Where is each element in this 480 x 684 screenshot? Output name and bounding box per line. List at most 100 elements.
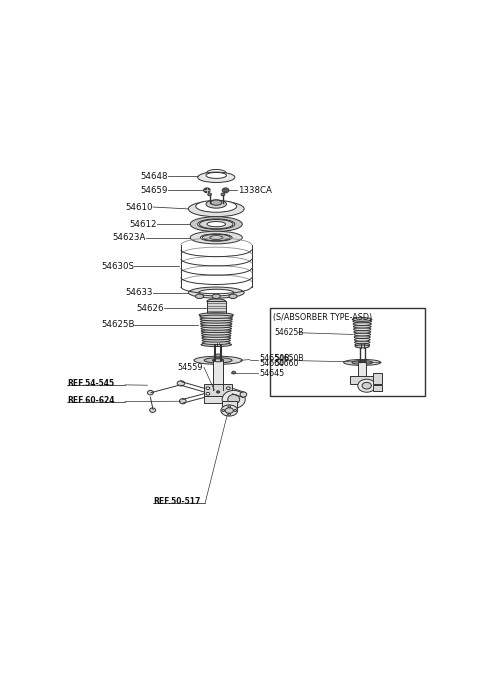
Ellipse shape — [240, 392, 247, 397]
Ellipse shape — [199, 289, 234, 296]
Ellipse shape — [200, 220, 233, 228]
Ellipse shape — [211, 200, 222, 205]
Ellipse shape — [205, 189, 209, 192]
Ellipse shape — [203, 341, 230, 345]
Ellipse shape — [216, 391, 219, 393]
Ellipse shape — [355, 341, 370, 344]
Text: REF.50-517: REF.50-517 — [153, 497, 200, 506]
Ellipse shape — [195, 294, 204, 298]
Ellipse shape — [204, 188, 210, 193]
Ellipse shape — [177, 381, 185, 386]
Ellipse shape — [199, 313, 233, 317]
Text: 54660: 54660 — [275, 359, 299, 368]
Ellipse shape — [344, 360, 381, 365]
Bar — [204, 395, 232, 403]
Ellipse shape — [201, 329, 231, 332]
Ellipse shape — [180, 399, 186, 404]
Ellipse shape — [354, 333, 371, 336]
Ellipse shape — [207, 222, 226, 227]
Ellipse shape — [227, 393, 230, 395]
Ellipse shape — [201, 325, 232, 328]
Ellipse shape — [228, 395, 240, 404]
Text: 54612: 54612 — [129, 220, 156, 228]
Ellipse shape — [196, 200, 237, 212]
Text: 54559: 54559 — [178, 363, 203, 372]
Ellipse shape — [202, 339, 230, 342]
Text: 54659: 54659 — [141, 186, 168, 195]
Ellipse shape — [190, 217, 242, 232]
Bar — [350, 376, 374, 384]
Ellipse shape — [210, 236, 223, 239]
Ellipse shape — [355, 343, 370, 346]
Ellipse shape — [353, 320, 372, 323]
Ellipse shape — [221, 405, 238, 416]
Ellipse shape — [212, 294, 220, 298]
Ellipse shape — [352, 360, 372, 365]
Text: 54660: 54660 — [259, 359, 284, 368]
Text: 54623A: 54623A — [112, 233, 145, 242]
Ellipse shape — [353, 325, 371, 328]
Text: 54645: 54645 — [259, 369, 284, 378]
Ellipse shape — [202, 235, 230, 241]
Ellipse shape — [354, 330, 371, 333]
Ellipse shape — [222, 410, 225, 412]
Ellipse shape — [227, 387, 230, 389]
Text: 54633: 54633 — [125, 288, 153, 297]
Ellipse shape — [228, 413, 230, 415]
Ellipse shape — [201, 234, 232, 241]
Ellipse shape — [201, 322, 232, 326]
Ellipse shape — [206, 172, 227, 179]
Ellipse shape — [207, 313, 226, 317]
Ellipse shape — [353, 317, 372, 321]
Ellipse shape — [234, 410, 237, 412]
Text: 54625B: 54625B — [101, 321, 134, 330]
Ellipse shape — [225, 408, 233, 413]
Ellipse shape — [222, 188, 229, 193]
Ellipse shape — [202, 337, 230, 340]
Ellipse shape — [221, 193, 225, 196]
Ellipse shape — [213, 359, 224, 362]
Bar — [358, 363, 366, 385]
Text: (S/ABSORBER TYPE-ASD): (S/ABSORBER TYPE-ASD) — [273, 313, 372, 321]
Ellipse shape — [202, 332, 231, 335]
Ellipse shape — [353, 322, 372, 326]
Ellipse shape — [213, 359, 223, 362]
Ellipse shape — [354, 328, 371, 330]
Ellipse shape — [147, 391, 154, 395]
Ellipse shape — [200, 320, 232, 323]
Ellipse shape — [358, 361, 366, 363]
Ellipse shape — [208, 193, 211, 196]
Ellipse shape — [222, 391, 245, 408]
Ellipse shape — [200, 317, 232, 321]
Bar — [222, 402, 237, 408]
Ellipse shape — [358, 379, 376, 392]
Ellipse shape — [194, 356, 242, 365]
Bar — [204, 384, 232, 395]
Text: 54648: 54648 — [140, 172, 168, 181]
Ellipse shape — [232, 371, 236, 374]
Ellipse shape — [206, 200, 227, 208]
Ellipse shape — [204, 358, 232, 363]
Ellipse shape — [207, 299, 226, 304]
Ellipse shape — [201, 343, 231, 347]
Ellipse shape — [224, 189, 227, 192]
Ellipse shape — [228, 406, 230, 408]
Ellipse shape — [355, 345, 369, 348]
Ellipse shape — [354, 336, 370, 339]
Text: REF.60-624: REF.60-624 — [67, 395, 115, 405]
Ellipse shape — [188, 287, 244, 298]
Ellipse shape — [362, 382, 372, 389]
Bar — [207, 301, 226, 315]
Ellipse shape — [229, 294, 237, 298]
Text: 54650B: 54650B — [259, 354, 290, 363]
Ellipse shape — [354, 338, 370, 341]
Bar — [213, 360, 223, 390]
Ellipse shape — [150, 408, 156, 412]
Ellipse shape — [206, 387, 210, 389]
Text: 54630S: 54630S — [101, 262, 134, 271]
Bar — [372, 384, 382, 391]
Bar — [372, 373, 382, 384]
Text: 54626: 54626 — [137, 304, 164, 313]
Ellipse shape — [190, 231, 242, 244]
Text: 54625B: 54625B — [275, 328, 304, 337]
